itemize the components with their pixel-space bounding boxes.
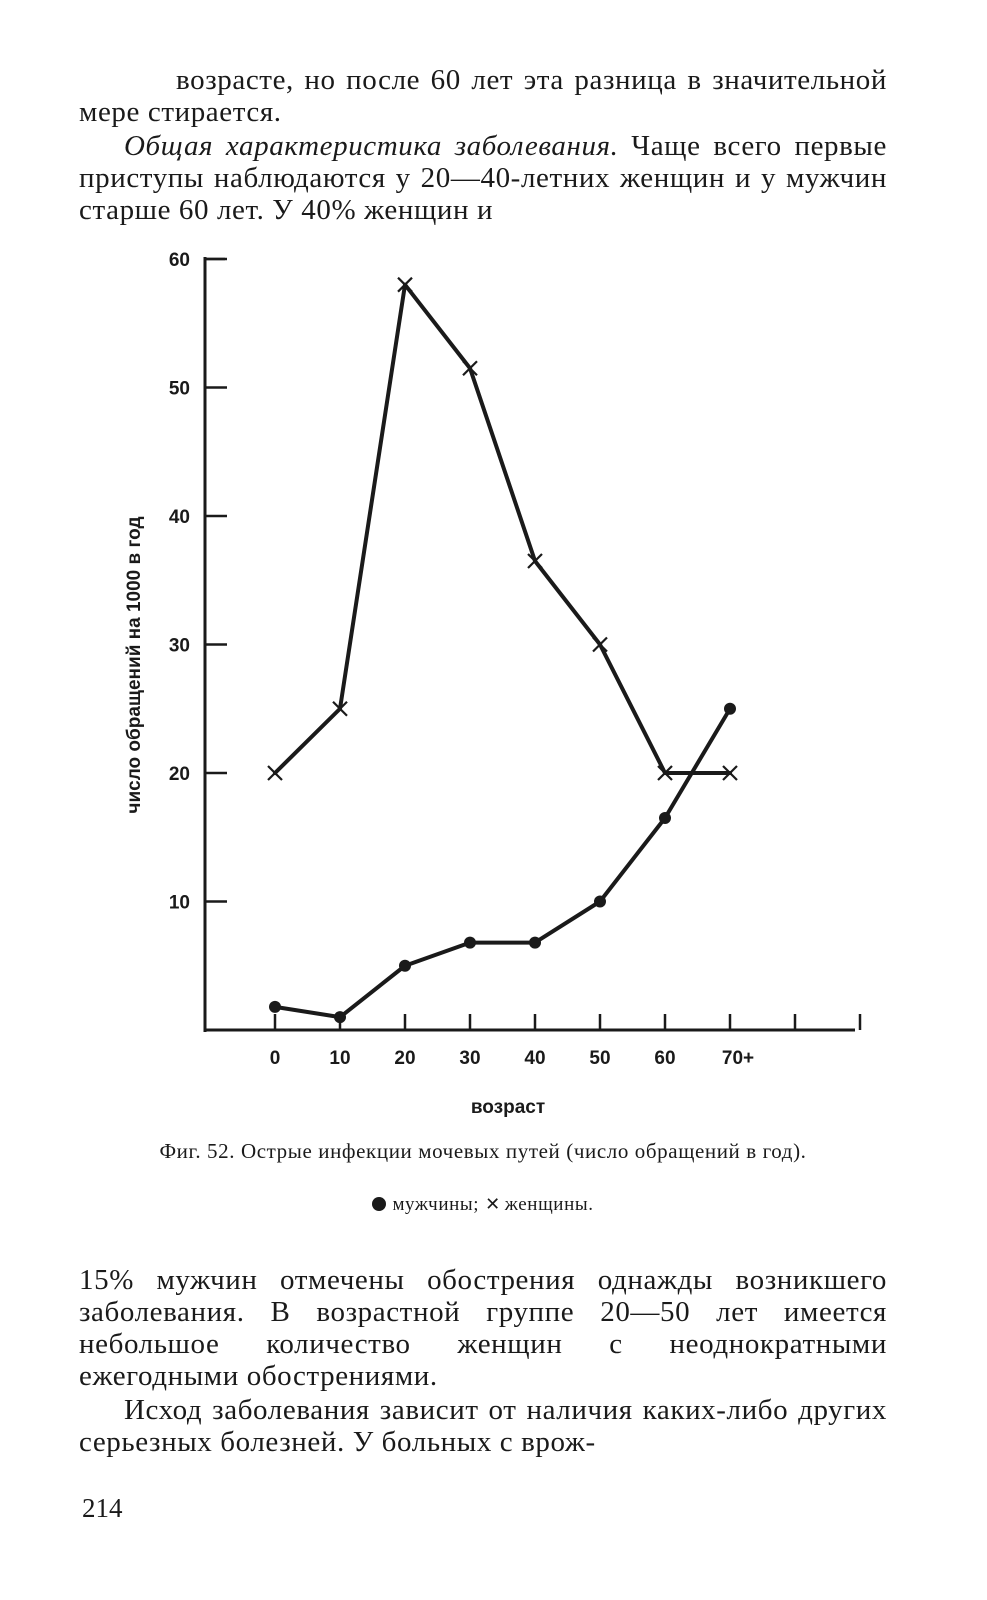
data-point-men bbox=[529, 936, 541, 949]
data-point-women bbox=[592, 636, 608, 653]
legend-men: мужчины; bbox=[392, 1194, 480, 1215]
y-tick-label: 50 bbox=[169, 379, 190, 400]
data-point-men bbox=[334, 1011, 346, 1024]
cross-stroke bbox=[462, 360, 478, 377]
data-point-women bbox=[332, 700, 348, 717]
data-point-men bbox=[659, 811, 671, 824]
data-point-men bbox=[399, 959, 411, 972]
cross-stroke bbox=[267, 765, 283, 781]
data-point-men bbox=[724, 702, 736, 715]
data-point-women bbox=[462, 360, 478, 377]
legend-women: женщины. bbox=[504, 1194, 594, 1215]
y-axis-label: число обращений на 1000 в год bbox=[124, 516, 145, 813]
x-tick-label: 40 bbox=[524, 1048, 545, 1069]
y-tick-label: 60 bbox=[169, 250, 190, 271]
text-continuation: возрасте, но после 60 лет эта разница в … bbox=[79, 64, 887, 128]
chart-axes bbox=[203, 257, 862, 1032]
y-tick-label: 40 bbox=[169, 507, 190, 528]
x-tick-label: 50 bbox=[589, 1048, 610, 1069]
data-point-women bbox=[267, 765, 283, 781]
y-tick-label: 20 bbox=[169, 764, 190, 785]
series-line-dot bbox=[273, 706, 732, 1020]
x-tick-label: 60 bbox=[654, 1048, 675, 1069]
x-tick-label: 20 bbox=[394, 1048, 415, 1069]
x-tick-labels: 0 10 20 30 40 50 60 70+ bbox=[270, 1048, 754, 1069]
x-tick-label: 10 bbox=[329, 1048, 350, 1069]
figure-legend: мужчины; ✕ женщины. bbox=[79, 1194, 887, 1216]
paragraph-general-characteristics: Общая характеристика заболевания. Чаще в… bbox=[79, 130, 887, 226]
data-point-women bbox=[657, 765, 673, 781]
x-tick-label: 0 bbox=[270, 1048, 281, 1069]
x-tick-label: 30 bbox=[459, 1048, 480, 1069]
y-tick-label: 10 bbox=[169, 893, 190, 914]
series-line-x bbox=[273, 282, 732, 775]
paragraph-exacerbations: 15% мужчин отмечены обострения однажды в… bbox=[79, 1264, 887, 1392]
data-point-women bbox=[722, 765, 738, 781]
paragraph-outcome: Исход заболевания зависит от наличия как… bbox=[79, 1394, 887, 1458]
paragraph-text: Чаще всего первые приступы наблюдаются у… bbox=[79, 130, 887, 226]
dot-marker-icon bbox=[372, 1197, 387, 1211]
cross-stroke bbox=[722, 765, 738, 781]
cross-stroke bbox=[527, 553, 543, 569]
line-chart: 10 20 30 40 50 60 0 10 20 30 40 50 60 70+ число обра… bbox=[124, 250, 862, 1118]
series-marks bbox=[267, 276, 738, 1024]
cross-marker-icon: ✕ bbox=[485, 1194, 501, 1215]
cross-stroke bbox=[592, 636, 608, 653]
section-heading-italic: Общая характеристика заболевания. bbox=[124, 130, 619, 162]
y-tick-labels: 10 20 30 40 50 60 bbox=[169, 250, 190, 914]
series-lines bbox=[273, 282, 732, 1020]
figure-caption: Фиг. 52. Острые инфекции мочевых путей (… bbox=[159, 1139, 807, 1163]
cross-stroke bbox=[332, 700, 348, 717]
data-point-women bbox=[397, 276, 413, 293]
cross-stroke bbox=[397, 276, 413, 293]
data-point-men bbox=[269, 1000, 281, 1013]
x-tick-label: 70+ bbox=[722, 1048, 754, 1069]
y-tick-label: 30 bbox=[169, 636, 190, 657]
x-axis-label: возраст bbox=[471, 1097, 545, 1118]
data-point-women bbox=[527, 553, 543, 569]
cross-stroke bbox=[657, 765, 673, 781]
data-point-men bbox=[594, 895, 606, 908]
data-point-men bbox=[464, 936, 476, 949]
page-number: 214 bbox=[82, 1493, 123, 1523]
